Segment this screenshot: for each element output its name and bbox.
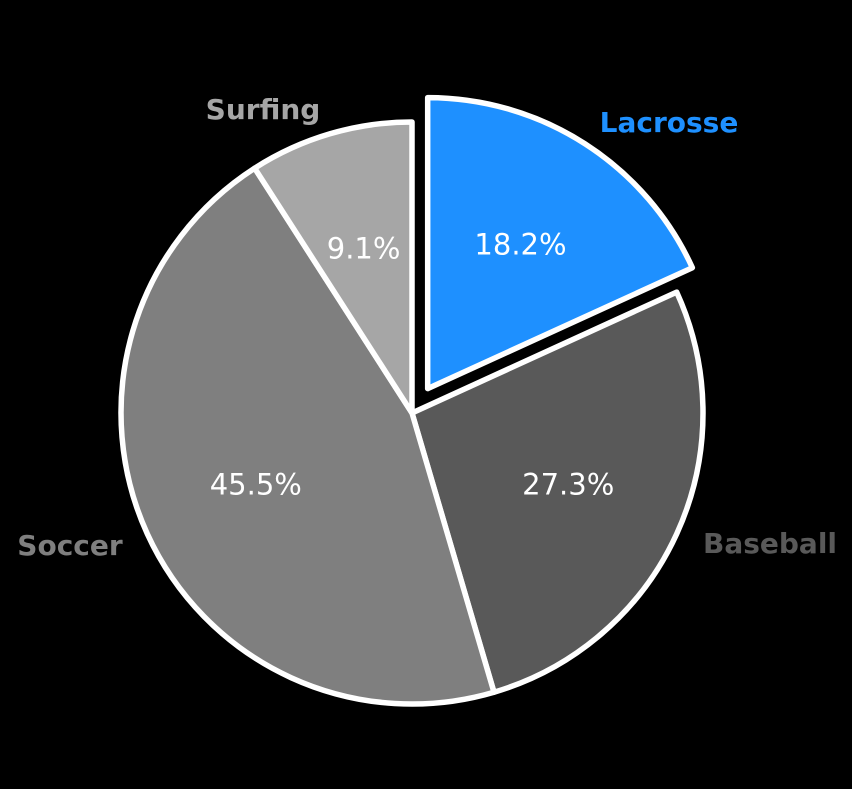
category-label-lacrosse: Lacrosse bbox=[600, 106, 739, 139]
pie-slice-surfing bbox=[251, 119, 415, 416]
pie-slice-soccer bbox=[118, 165, 497, 707]
percent-label-baseball: 27.3% bbox=[522, 467, 614, 501]
percent-label-soccer: 45.5% bbox=[210, 467, 302, 501]
category-label-baseball: Baseball bbox=[703, 527, 837, 560]
percent-label-lacrosse: 18.2% bbox=[474, 227, 566, 261]
percent-label-surfing: 9.1% bbox=[327, 231, 401, 265]
pie-slice-lacrosse bbox=[424, 94, 696, 392]
category-label-surfing: Surfing bbox=[206, 93, 321, 126]
pie-slice-baseball bbox=[409, 289, 706, 695]
category-label-soccer: Soccer bbox=[17, 529, 123, 562]
